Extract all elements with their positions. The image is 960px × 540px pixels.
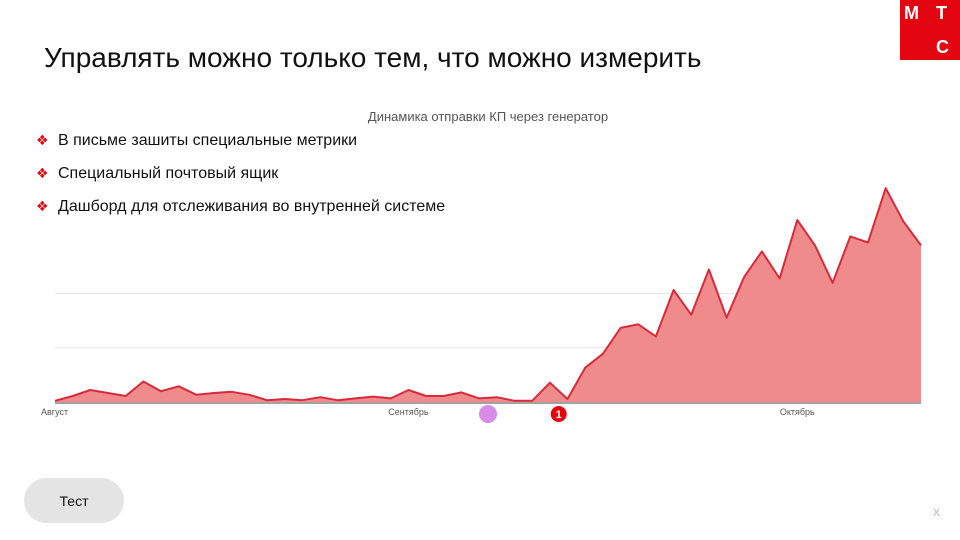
annotation-marker-dot[interactable] xyxy=(479,405,497,423)
diamond-bullet-icon: ❖ xyxy=(36,133,49,149)
bullet-item: ❖ Специальный почтовый ящик xyxy=(36,163,445,185)
slide-title: Управлять можно только тем, что можно из… xyxy=(44,42,702,73)
annotation-marker-badge[interactable]: 1 xyxy=(550,406,567,422)
marker-circle xyxy=(479,405,497,423)
bullet-text: Специальный почтовый ящик xyxy=(58,165,279,182)
close-icon[interactable]: x xyxy=(933,503,940,519)
series-area xyxy=(55,188,921,402)
marker-label: 1 xyxy=(556,409,562,421)
bullet-text: В письме зашиты специальные метрики xyxy=(58,132,358,149)
diamond-bullet-icon: ❖ xyxy=(36,199,49,215)
chart-markers: 1 xyxy=(479,405,567,423)
bullet-item: ❖ В письме зашиты специальные метрики xyxy=(36,130,445,152)
test-button[interactable]: Тест xyxy=(24,478,124,523)
series-line xyxy=(54,187,922,402)
x-tick-label: Август xyxy=(41,407,68,417)
mts-logo: М Т С xyxy=(900,0,960,60)
bullet-list: ❖ В письме зашиты специальные метрики ❖ … xyxy=(36,130,445,229)
x-axis-ticks: Август Сентябрь Октябрь xyxy=(41,407,815,417)
marker-circle xyxy=(550,406,567,422)
logo-letter-s: С xyxy=(936,37,949,57)
logo-letter-m: М xyxy=(904,3,919,23)
bullet-item: ❖ Дашборд для отслеживания во внутренней… xyxy=(36,196,445,218)
x-tick-label: Сентябрь xyxy=(388,407,429,417)
x-tick-label: Октябрь xyxy=(780,407,815,417)
logo-letter-t: Т xyxy=(936,3,947,23)
bullet-text: Дашборд для отслеживания во внутренней с… xyxy=(58,198,446,215)
diamond-bullet-icon: ❖ xyxy=(36,166,49,182)
chart-title: Динамика отправки КП через генератор xyxy=(367,109,609,124)
